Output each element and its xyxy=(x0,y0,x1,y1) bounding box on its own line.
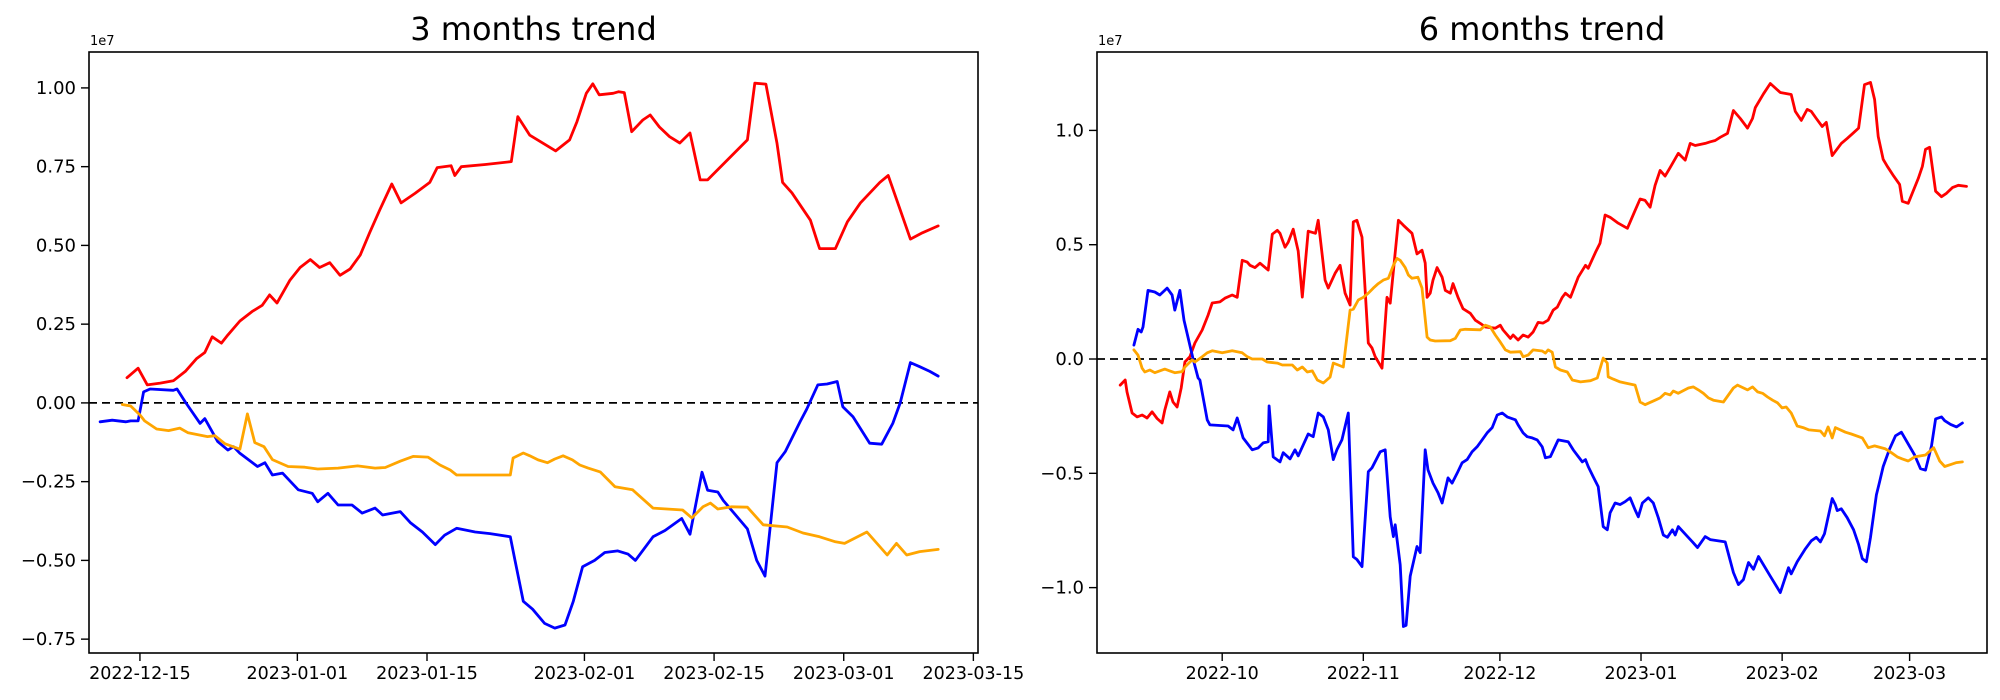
y-tick-label: 0.50 xyxy=(36,235,76,256)
x-tick-label: 2023-02 xyxy=(1746,664,1819,684)
y-tick-label: 0.0 xyxy=(1055,349,1084,370)
y-tick-label: 0.75 xyxy=(36,157,76,178)
axes-border xyxy=(1096,51,1988,654)
right-chart-title: 6 months trend xyxy=(1418,10,1666,48)
y-tick-label: −0.5 xyxy=(1040,463,1084,484)
orange-series-line xyxy=(120,403,940,557)
x-tick-label: 2023-01 xyxy=(1604,664,1677,684)
x-tick-label: 2022-12-15 xyxy=(89,664,191,684)
blue-series-line xyxy=(98,361,940,630)
y-tick-label: 0.5 xyxy=(1055,235,1084,256)
y-tick-label: 0.00 xyxy=(36,393,76,414)
left-chart-title: 3 months trend xyxy=(410,10,657,48)
x-tick-label: 2023-03-01 xyxy=(793,664,895,684)
y-tick-label: −0.25 xyxy=(21,472,76,493)
blue-series-line xyxy=(1132,286,1964,628)
y-tick-label: 1.00 xyxy=(36,78,76,99)
right-axis-scale-label: 1e7 xyxy=(1098,34,1123,49)
chart-area-1: 1.0 0.5 0.0 −0.5 −1.0 2022-10 2022-11 2022-12 20… xyxy=(1040,51,1988,684)
x-tick-label: 2023-02-01 xyxy=(534,664,636,684)
x-tick-label: 2023-01-01 xyxy=(247,664,349,684)
x-tick-label: 2023-03-15 xyxy=(923,664,1025,684)
y-tick-label: −0.75 xyxy=(21,629,76,650)
chart-area-0: 1.00 0.75 0.50 0.25 0.00 −0.25 −0.50 −0.75 2022-… xyxy=(21,51,1025,684)
x-tick-label: 2022-11 xyxy=(1327,664,1400,684)
axes-border xyxy=(88,51,979,654)
x-tick-label: 2023-02-15 xyxy=(663,664,765,684)
y-tick-label: 1.0 xyxy=(1055,120,1084,141)
y-tick-label: −0.50 xyxy=(21,550,76,571)
orange-series-line xyxy=(1132,256,1964,468)
x-tick-label: 2022-10 xyxy=(1186,664,1259,684)
red-series-line xyxy=(1118,81,1968,425)
y-tick-label: −1.0 xyxy=(1040,578,1084,599)
red-series-line xyxy=(125,81,940,387)
x-tick-label: 2023-03 xyxy=(1873,664,1946,684)
y-tick-label: 0.25 xyxy=(36,314,76,335)
x-tick-label: 2023-01-15 xyxy=(376,664,478,684)
x-tick-label: 2022-12 xyxy=(1463,664,1536,684)
left-axis-scale-label: 1e7 xyxy=(90,34,115,49)
